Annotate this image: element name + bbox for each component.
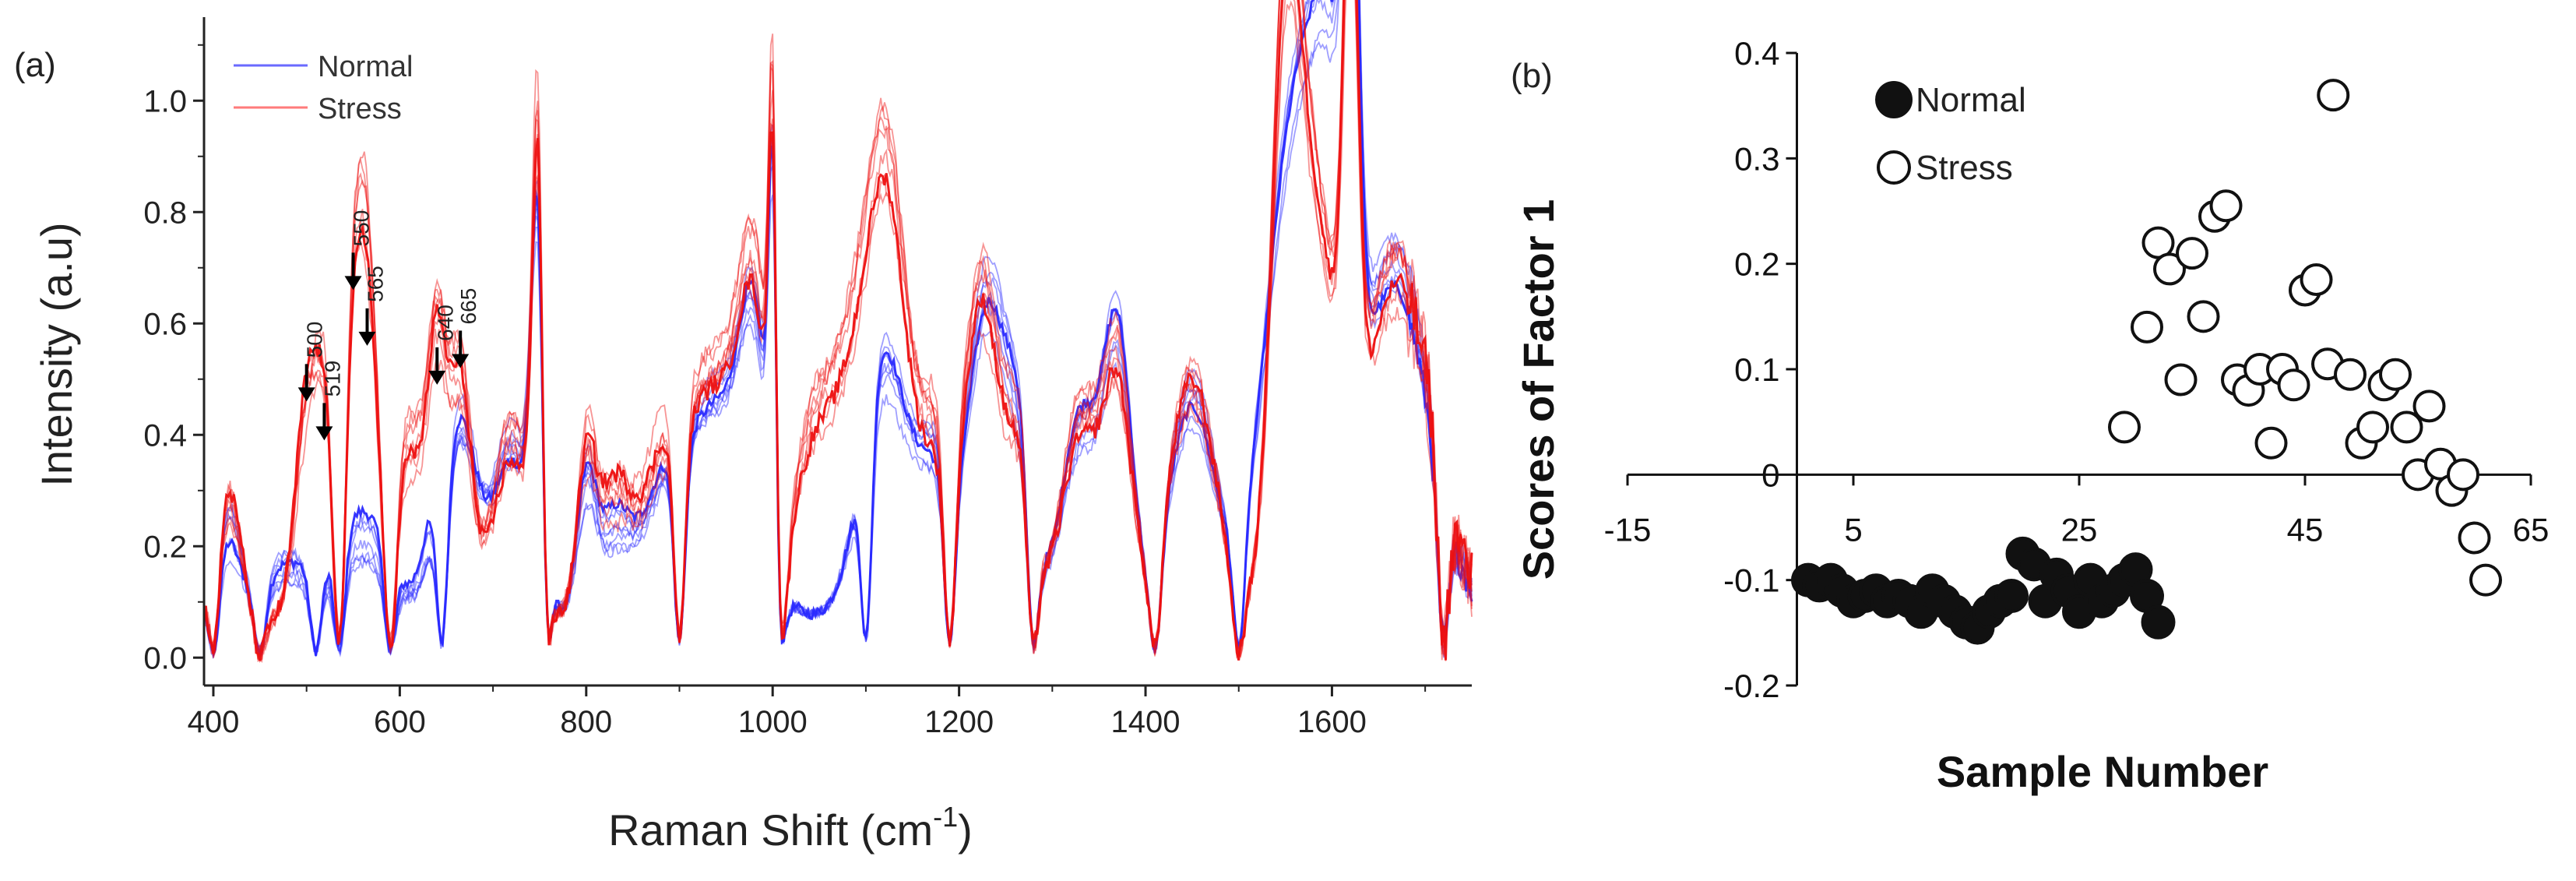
spectrum-line-normal-3 xyxy=(203,0,1473,657)
panel-b-axes: -0.2 -0.1 0.1 0.2 0.3 0.4 0 -15 5 25 45 65 xyxy=(1604,35,2550,704)
panel-a-series-layer xyxy=(202,0,1473,664)
b-x-tick-label: 5 xyxy=(1844,511,1862,548)
scatter-point-normal xyxy=(1994,578,2029,613)
y-tick-label: 0.6 xyxy=(143,307,187,341)
xlabel-superscript: -1 xyxy=(933,801,958,833)
panel-b-label: (b) xyxy=(1511,57,1553,95)
y-tick-label: 0.2 xyxy=(143,530,187,564)
b-y-tick-label: 0.2 xyxy=(1734,246,1779,283)
legend-marker-stress xyxy=(1877,150,1911,185)
scatter-point-normal xyxy=(2141,604,2176,640)
scatter-point-stress xyxy=(2412,389,2446,423)
spectrum-line-stress-4 xyxy=(203,0,1473,663)
scatter-point-stress xyxy=(2164,363,2198,396)
annotation-label-519: 519 xyxy=(320,361,344,397)
panel-a-legend: Normal Stress xyxy=(234,51,413,125)
spectrum-line-stress-1 xyxy=(203,0,1473,657)
spectrum-line-stress-5 xyxy=(203,0,1473,659)
legend-label-stress-b: Stress xyxy=(1916,149,2013,187)
spectrum-line-stress-0 xyxy=(202,0,1473,661)
spectrum-line-normal-4 xyxy=(203,0,1473,658)
panel-b-factor-scores: (b) -0.2 -0.1 0.1 0.2 0.3 0.4 0 -15 5 25 45 65 Norm… xyxy=(1511,35,2549,796)
annotation-label-500: 500 xyxy=(303,322,327,358)
scatter-point-stress xyxy=(2379,358,2412,391)
b-y-tick-label: -0.2 xyxy=(1723,668,1779,704)
xlabel-main: Raman Shift (cm xyxy=(608,805,933,855)
y-tick-label: 0.4 xyxy=(143,418,187,453)
annotation-label-640: 640 xyxy=(433,305,457,341)
scatter-point-stress xyxy=(2277,368,2310,402)
xlabel-suffix: ) xyxy=(958,805,973,855)
scatter-point-stress xyxy=(2187,300,2220,333)
x-tick-label: 1000 xyxy=(738,705,808,739)
b-x-tick-label: 45 xyxy=(2287,511,2324,548)
b-zero-label: 0 xyxy=(1761,456,1779,493)
annotation-arrow-head xyxy=(358,331,376,346)
panel-b-xlabel: Sample Number xyxy=(1937,747,2268,796)
x-tick-label: 1400 xyxy=(1111,705,1181,739)
spectrum-line-stress-2 xyxy=(203,0,1473,664)
legend-label-normal-b: Normal xyxy=(1916,81,2026,119)
annotation-label-550: 550 xyxy=(350,210,374,247)
scatter-point-stress xyxy=(2447,458,2479,492)
spectrum-line-normal-1 xyxy=(203,0,1473,658)
scatter-point-stress xyxy=(2153,252,2186,286)
scatter-point-stress xyxy=(2300,263,2333,296)
panel-a-ylabel: Intensity (a.u) xyxy=(32,222,81,486)
b-y-tick-label: 0.4 xyxy=(1734,35,1779,72)
legend-marker-normal xyxy=(1875,81,1913,118)
annotation-arrow-head xyxy=(428,370,446,385)
annotation-label-565: 565 xyxy=(363,266,387,302)
scatter-point-stress xyxy=(2317,79,2350,112)
spectrum-line-stress-7 xyxy=(203,0,1473,657)
scatter-point-stress xyxy=(2390,411,2423,444)
annotation-arrow-head xyxy=(452,354,470,368)
x-tick-label: 800 xyxy=(560,705,612,739)
scatter-point-stress xyxy=(2254,426,2288,460)
legend-label-normal: Normal xyxy=(318,51,413,83)
b-y-tick-label: -0.1 xyxy=(1723,562,1779,599)
legend-label-stress: Stress xyxy=(318,93,402,125)
scatter-point-stress xyxy=(2131,310,2163,344)
b-y-tick-label: 0.1 xyxy=(1734,351,1779,388)
scatter-point-stress xyxy=(2469,563,2502,597)
panel-a-xlabel: Raman Shift (cm-1) xyxy=(608,801,973,855)
scatter-point-stress xyxy=(2356,411,2389,444)
spectrum-line-normal-0 xyxy=(202,0,1473,660)
annotation-label-665: 665 xyxy=(456,288,480,325)
scatter-point-stress xyxy=(2108,411,2141,444)
y-tick-label: 0.0 xyxy=(143,641,187,675)
b-x-tick-label: 65 xyxy=(2513,511,2550,548)
annotation-arrow-head xyxy=(315,426,333,441)
spectrum-line-normal-5 xyxy=(203,0,1473,654)
spectrum-line-stress-3 xyxy=(203,0,1473,660)
panel-a-raman-spectra: (a) 400 600 800 1000 1200 1400 1600 0.0 0.2 0.4 0.… xyxy=(14,0,1473,855)
x-tick-label: 600 xyxy=(374,705,426,739)
scatter-point-stress xyxy=(2176,237,2208,270)
x-tick-label: 1600 xyxy=(1297,705,1367,739)
y-tick-label: 0.8 xyxy=(143,196,187,230)
spectrum-line-normal-6 xyxy=(203,0,1473,658)
b-y-tick-label: 0.3 xyxy=(1734,140,1779,177)
spectrum-line-normal-7 xyxy=(203,0,1473,655)
panel-b-ylabel: Scores of Factor 1 xyxy=(1514,199,1563,580)
panel-b-points-layer xyxy=(1791,79,2502,645)
annotation-arrow-head xyxy=(344,276,362,291)
panel-a-label: (a) xyxy=(14,46,56,84)
scatter-point-stress xyxy=(2334,358,2367,391)
scatter-point-stress xyxy=(2209,189,2243,223)
x-tick-label: 400 xyxy=(188,705,240,739)
y-tick-label: 1.0 xyxy=(143,84,187,118)
scatter-point-stress xyxy=(2458,521,2491,555)
panel-b-legend: Normal Stress xyxy=(1875,81,2026,187)
b-x-tick-label: -15 xyxy=(1604,511,1652,548)
b-x-tick-label: 25 xyxy=(2061,511,2098,548)
spectrum-line-stress-6 xyxy=(203,0,1473,663)
panel-a-axes: 400 600 800 1000 1200 1400 1600 0.0 0.2 0.4 0.6 0.8… xyxy=(143,17,1472,739)
annotation-arrow-head xyxy=(297,387,315,402)
x-tick-label: 1200 xyxy=(924,705,994,739)
spectrum-line-normal-2 xyxy=(203,0,1473,661)
